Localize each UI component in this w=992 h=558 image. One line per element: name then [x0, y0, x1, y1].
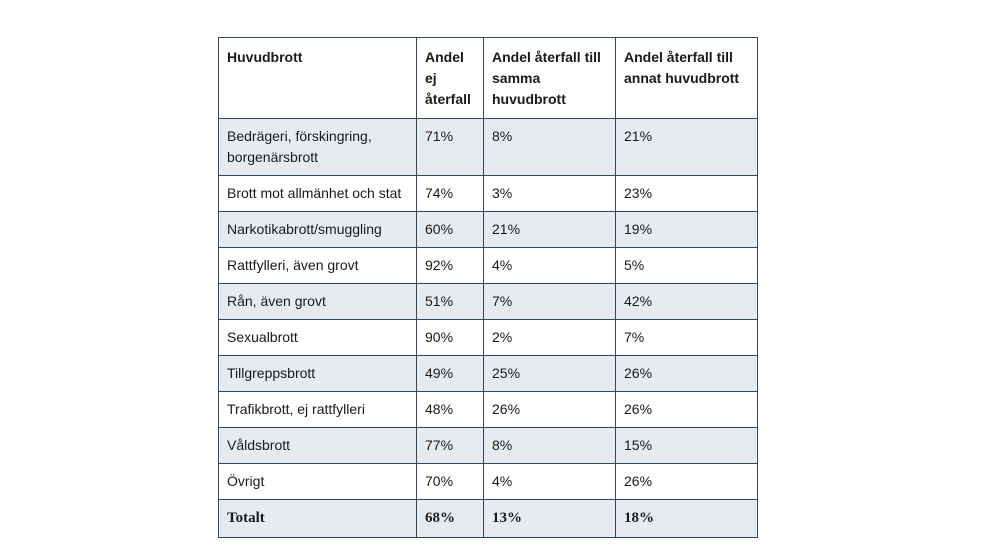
- cell-crime: Brott mot allmänhet och stat: [218, 175, 417, 212]
- total-row: Totalt 68% 13% 18%: [218, 499, 758, 538]
- cell-total-samma: 13%: [483, 499, 616, 538]
- header-huvudbrott: Huvudbrott: [218, 37, 417, 119]
- cell-crime: Sexualbrott: [218, 319, 417, 356]
- cell-crime: Trafikbrott, ej rattfylleri: [218, 391, 417, 428]
- cell-total-ej-aterfall: 68%: [416, 499, 484, 538]
- cell-annat: 7%: [615, 319, 758, 356]
- table-row: Tillgreppsbrott 49% 25% 26%: [218, 355, 758, 392]
- table-row: Brott mot allmänhet och stat 74% 3% 23%: [218, 175, 758, 212]
- cell-samma: 4%: [483, 463, 616, 500]
- cell-ej-aterfall: 77%: [416, 427, 484, 464]
- cell-ej-aterfall: 90%: [416, 319, 484, 356]
- cell-crime: Våldsbrott: [218, 427, 417, 464]
- cell-crime: Narkotikabrott/smuggling: [218, 211, 417, 248]
- cell-ej-aterfall: 48%: [416, 391, 484, 428]
- cell-annat: 21%: [615, 118, 758, 176]
- table-header: Huvudbrott Andel ej återfall Andel återf…: [218, 37, 758, 119]
- cell-crime: Rattfylleri, även grovt: [218, 247, 417, 284]
- table-row: Övrigt 70% 4% 26%: [218, 463, 758, 500]
- cell-samma: 26%: [483, 391, 616, 428]
- cell-annat: 26%: [615, 355, 758, 392]
- cell-crime: Övrigt: [218, 463, 417, 500]
- cell-annat: 42%: [615, 283, 758, 320]
- cell-samma: 25%: [483, 355, 616, 392]
- cell-crime: Bedrägeri, förskingring, borgenärsbrott: [218, 118, 417, 176]
- table-container: Huvudbrott Andel ej återfall Andel återf…: [218, 37, 758, 538]
- cell-annat: 15%: [615, 427, 758, 464]
- cell-ej-aterfall: 49%: [416, 355, 484, 392]
- cell-total-label: Totalt: [218, 499, 417, 538]
- cell-annat: 5%: [615, 247, 758, 284]
- recidivism-table: Huvudbrott Andel ej återfall Andel återf…: [218, 37, 758, 538]
- table-row: Våldsbrott 77% 8% 15%: [218, 427, 758, 464]
- table-row: Sexualbrott 90% 2% 7%: [218, 319, 758, 356]
- cell-crime: Rån, även grovt: [218, 283, 417, 320]
- cell-samma: 3%: [483, 175, 616, 212]
- table-row: Bedrägeri, förskingring, borgenärsbrott …: [218, 118, 758, 176]
- cell-crime: Tillgreppsbrott: [218, 355, 417, 392]
- table-row: Rån, även grovt 51% 7% 42%: [218, 283, 758, 320]
- header-row: Huvudbrott Andel ej återfall Andel återf…: [218, 37, 758, 119]
- cell-samma: 8%: [483, 427, 616, 464]
- header-aterfall-annat: Andel återfall till annat huvudbrott: [615, 37, 758, 119]
- cell-samma: 8%: [483, 118, 616, 176]
- table-row: Narkotikabrott/smuggling 60% 21% 19%: [218, 211, 758, 248]
- cell-ej-aterfall: 74%: [416, 175, 484, 212]
- cell-annat: 19%: [615, 211, 758, 248]
- cell-ej-aterfall: 60%: [416, 211, 484, 248]
- cell-annat: 26%: [615, 391, 758, 428]
- cell-samma: 7%: [483, 283, 616, 320]
- table-body: Bedrägeri, förskingring, borgenärsbrott …: [218, 118, 758, 538]
- cell-ej-aterfall: 51%: [416, 283, 484, 320]
- header-aterfall-samma: Andel återfall till samma huvudbrott: [483, 37, 616, 119]
- table-row: Trafikbrott, ej rattfylleri 48% 26% 26%: [218, 391, 758, 428]
- cell-ej-aterfall: 70%: [416, 463, 484, 500]
- cell-annat: 23%: [615, 175, 758, 212]
- cell-samma: 21%: [483, 211, 616, 248]
- table-row: Rattfylleri, även grovt 92% 4% 5%: [218, 247, 758, 284]
- cell-samma: 2%: [483, 319, 616, 356]
- cell-annat: 26%: [615, 463, 758, 500]
- header-andel-ej-aterfall: Andel ej återfall: [416, 37, 484, 119]
- cell-ej-aterfall: 71%: [416, 118, 484, 176]
- cell-total-annat: 18%: [615, 499, 758, 538]
- cell-samma: 4%: [483, 247, 616, 284]
- cell-ej-aterfall: 92%: [416, 247, 484, 284]
